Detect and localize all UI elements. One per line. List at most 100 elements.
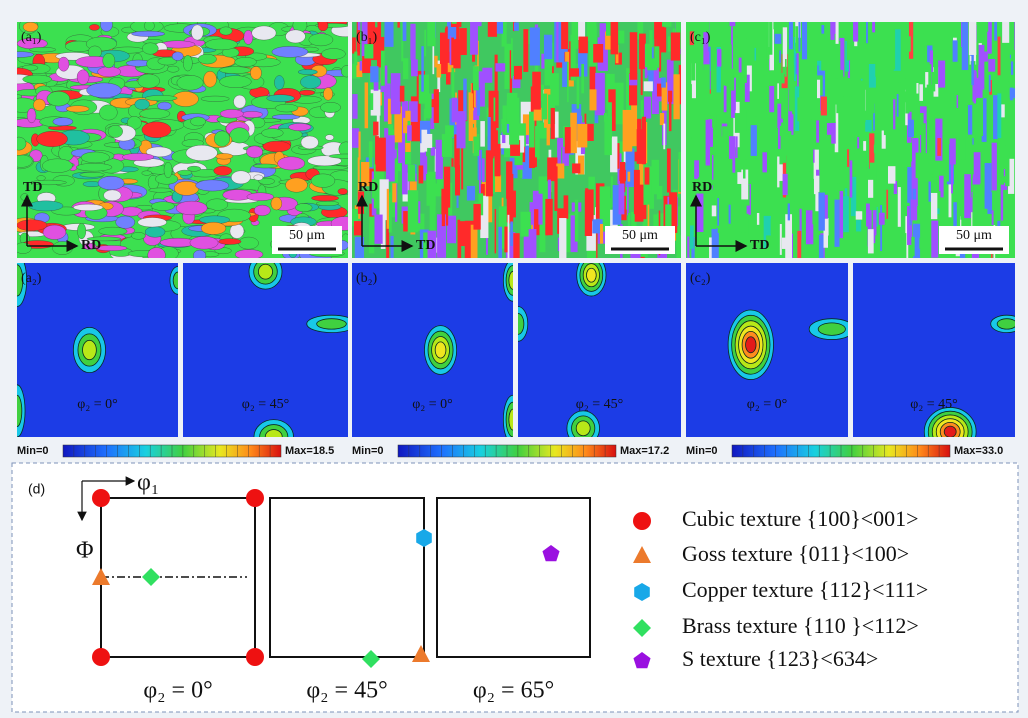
grain bbox=[815, 195, 818, 233]
grain bbox=[929, 64, 932, 105]
contour bbox=[586, 267, 597, 283]
grain bbox=[578, 36, 588, 54]
grain bbox=[826, 123, 832, 135]
grain bbox=[235, 249, 264, 258]
grain bbox=[459, 28, 467, 55]
grain bbox=[271, 46, 309, 58]
grain bbox=[972, 180, 976, 228]
grain bbox=[935, 204, 940, 215]
scale-text: 50 μm bbox=[622, 228, 658, 243]
grain bbox=[285, 177, 308, 193]
marker-brass bbox=[142, 568, 160, 586]
grain bbox=[793, 137, 798, 165]
grain bbox=[976, 218, 984, 232]
grain bbox=[495, 63, 506, 72]
grain bbox=[731, 90, 736, 118]
grain bbox=[975, 89, 984, 137]
grain bbox=[142, 42, 159, 55]
panel-label: (b₁) bbox=[356, 30, 378, 45]
grain bbox=[801, 22, 808, 60]
grain bbox=[641, 116, 647, 165]
grain bbox=[426, 171, 436, 206]
grain bbox=[494, 209, 497, 254]
grain bbox=[424, 93, 432, 119]
grain bbox=[755, 116, 761, 163]
grain bbox=[708, 183, 711, 213]
grain bbox=[507, 214, 510, 258]
grain bbox=[1014, 22, 1015, 50]
grain bbox=[950, 22, 956, 30]
grain bbox=[744, 74, 750, 102]
grain bbox=[356, 22, 361, 56]
grain bbox=[716, 47, 721, 93]
grain bbox=[691, 122, 698, 138]
marker-goss bbox=[92, 568, 110, 585]
scale-text: 50 μm bbox=[289, 228, 325, 243]
grain bbox=[932, 130, 935, 153]
grain bbox=[809, 46, 813, 91]
grain bbox=[911, 161, 918, 207]
grain bbox=[234, 57, 257, 67]
grain bbox=[410, 23, 416, 61]
grain bbox=[823, 218, 829, 248]
odf-section bbox=[853, 263, 1015, 437]
grain bbox=[774, 190, 781, 202]
grain bbox=[356, 61, 363, 78]
grain bbox=[919, 192, 924, 211]
grain bbox=[876, 140, 882, 187]
grain bbox=[187, 165, 201, 172]
grain bbox=[617, 153, 622, 185]
grain bbox=[510, 221, 513, 246]
grain bbox=[919, 237, 926, 249]
grain bbox=[473, 203, 481, 230]
grain bbox=[457, 219, 461, 258]
grain bbox=[847, 149, 850, 167]
grain bbox=[1010, 22, 1013, 53]
grain bbox=[809, 102, 812, 151]
grain bbox=[873, 144, 880, 153]
grain bbox=[929, 50, 934, 95]
grain bbox=[411, 59, 418, 77]
grain bbox=[455, 22, 460, 53]
grain bbox=[847, 80, 852, 97]
contour bbox=[575, 420, 591, 437]
grain bbox=[686, 125, 692, 164]
section-label: φ₂ = 0° bbox=[77, 397, 117, 412]
grain bbox=[907, 167, 912, 203]
grain bbox=[896, 232, 902, 258]
grain bbox=[424, 29, 427, 57]
grain bbox=[893, 180, 898, 195]
grain bbox=[756, 212, 760, 225]
grain bbox=[435, 139, 443, 180]
grain bbox=[321, 48, 346, 60]
grain bbox=[618, 183, 625, 215]
grain bbox=[215, 153, 233, 160]
grain bbox=[30, 179, 67, 185]
grain bbox=[949, 93, 957, 138]
grain bbox=[421, 46, 424, 92]
grain bbox=[994, 207, 1000, 222]
grain bbox=[610, 136, 618, 173]
grain bbox=[821, 24, 823, 70]
grain bbox=[690, 225, 694, 249]
grain bbox=[981, 22, 989, 32]
grain bbox=[352, 63, 361, 79]
grain bbox=[538, 122, 547, 139]
odf-section bbox=[686, 263, 848, 437]
grain bbox=[131, 232, 146, 240]
grain bbox=[896, 217, 902, 242]
grain bbox=[147, 247, 166, 258]
grain bbox=[619, 169, 626, 182]
grain bbox=[717, 49, 722, 67]
legend-entry: Brass texture {110 }<112> bbox=[682, 613, 919, 638]
grain bbox=[445, 62, 456, 73]
grain bbox=[891, 156, 895, 166]
axis-label: TD bbox=[23, 180, 42, 195]
scale-text: 50 μm bbox=[956, 228, 992, 243]
grain bbox=[52, 241, 73, 255]
grain bbox=[865, 119, 872, 132]
grain bbox=[710, 216, 717, 229]
colorbar-min: Min=0 bbox=[686, 445, 717, 457]
grain bbox=[614, 82, 624, 125]
grain bbox=[26, 108, 37, 124]
